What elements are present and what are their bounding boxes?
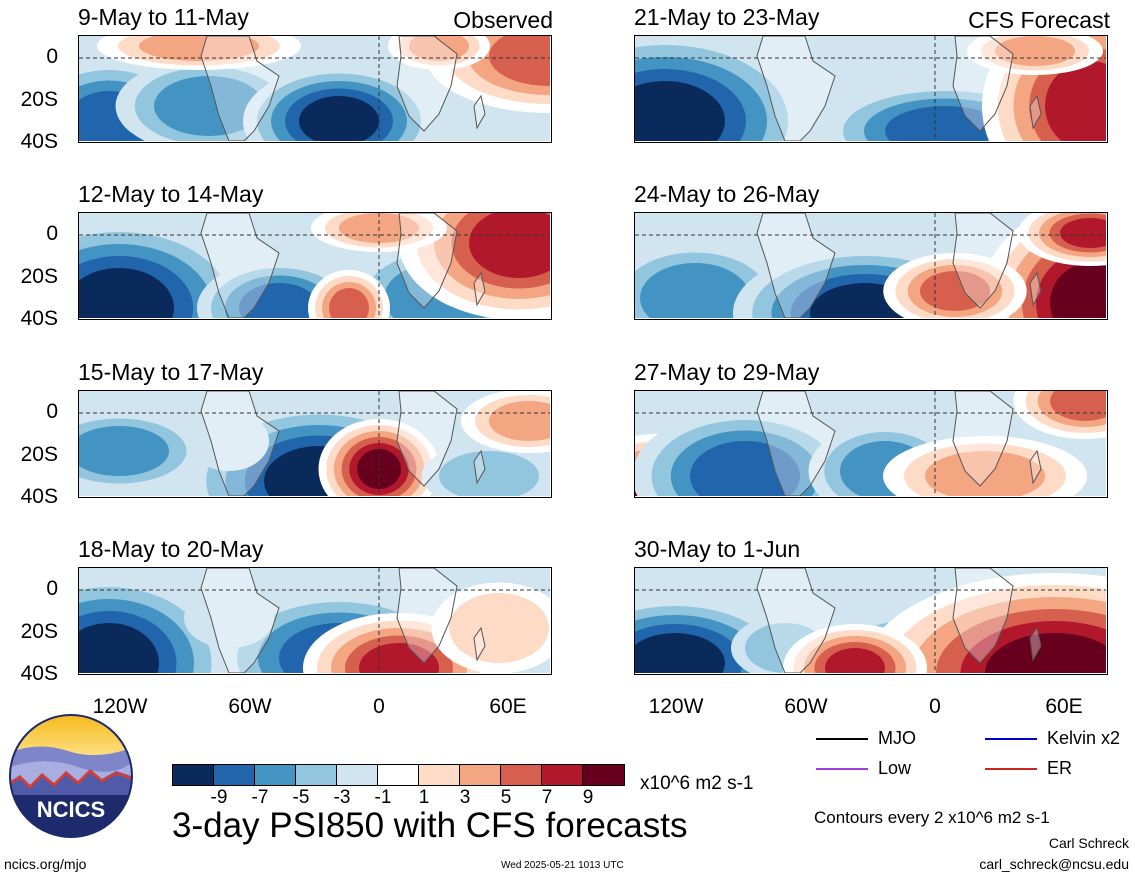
colorbar-swatch bbox=[378, 765, 419, 785]
legend-item-mjo: MJO bbox=[816, 728, 916, 749]
map-panel-4 bbox=[78, 567, 552, 675]
lon-label: 120W bbox=[648, 695, 704, 718]
psi850-field-map bbox=[79, 36, 550, 141]
panel-title: 27-May to 29-May bbox=[634, 359, 820, 385]
psi850-field-map bbox=[635, 213, 1106, 318]
legend-item-kelvin: Kelvin x2 bbox=[985, 728, 1120, 749]
lon-label: 60W bbox=[784, 695, 828, 718]
lat-label: 20S bbox=[20, 265, 58, 288]
lat-label: 40S bbox=[20, 662, 58, 685]
map-panel-8 bbox=[634, 567, 1108, 675]
colorbar-swatch bbox=[583, 765, 624, 785]
logo-text: NCICS bbox=[36, 797, 106, 822]
colorbar-swatch bbox=[296, 765, 337, 785]
panel-title: 21-May to 23-May bbox=[634, 4, 820, 30]
colorbar-swatch bbox=[460, 765, 501, 785]
colorbar-tick-label: 9 bbox=[582, 787, 594, 808]
legend-label: ER bbox=[1047, 758, 1073, 778]
map-panel-2 bbox=[78, 212, 552, 320]
colorbar-units: x10^6 m2 s-1 bbox=[640, 773, 754, 794]
colorbar-swatch bbox=[255, 765, 296, 785]
lon-label: 60W bbox=[228, 695, 272, 718]
lat-label: 20S bbox=[20, 620, 58, 643]
map-panel-1 bbox=[78, 35, 552, 143]
lat-label: 20S bbox=[20, 88, 58, 111]
legend-line bbox=[816, 767, 868, 770]
panel-title: 24-May to 26-May bbox=[634, 181, 820, 207]
map-panel-3 bbox=[78, 390, 552, 498]
lon-label: 60E bbox=[489, 695, 527, 718]
ncics-logo: NCICS bbox=[8, 713, 134, 839]
panel-title: 30-May to 1-Jun bbox=[634, 536, 801, 562]
website: ncics.org/mjo bbox=[4, 856, 87, 872]
author: Carl Schreck bbox=[1048, 835, 1129, 851]
lat-label: 40S bbox=[20, 130, 58, 153]
panel-title: 12-May to 14-May bbox=[78, 181, 264, 207]
colorbar-swatch bbox=[542, 765, 583, 785]
email: carl_schreck@ncsu.edu bbox=[979, 856, 1129, 872]
lon-label: 120W bbox=[92, 695, 148, 718]
panel-title: 18-May to 20-May bbox=[78, 536, 264, 562]
colorbar-tick-label: -9 bbox=[210, 787, 228, 808]
legend-item-low: Low bbox=[816, 758, 911, 779]
psi850-field-map bbox=[635, 568, 1106, 673]
timestamp: Wed 2025-05-21 1013 UTC bbox=[501, 860, 624, 871]
colorbar-tick-label: -7 bbox=[251, 787, 269, 808]
lat-label: 0 bbox=[46, 400, 58, 423]
colorbar-swatch bbox=[173, 765, 214, 785]
legend-label: Low bbox=[878, 758, 912, 778]
panel-title: 9-May to 11-May bbox=[78, 4, 249, 30]
panel-tag: Observed bbox=[453, 7, 553, 33]
panel-tag: CFS Forecast bbox=[968, 7, 1110, 33]
lat-label: 40S bbox=[20, 307, 58, 330]
legend-line bbox=[985, 767, 1037, 770]
psi850-field-map bbox=[79, 213, 550, 318]
colorbar-swatch bbox=[419, 765, 460, 785]
lon-label: 0 bbox=[373, 695, 385, 718]
lon-label: 60E bbox=[1045, 695, 1083, 718]
contour-note: Contours every 2 x10^6 m2 s-1 bbox=[814, 808, 1050, 827]
colorbar-swatch bbox=[214, 765, 255, 785]
colorbar bbox=[172, 764, 625, 786]
lon-label: 0 bbox=[929, 695, 941, 718]
map-panel-6 bbox=[634, 212, 1108, 320]
colorbar-tick-label: -1 bbox=[374, 787, 392, 808]
legend-label: Kelvin x2 bbox=[1047, 728, 1121, 748]
map-panel-7 bbox=[634, 390, 1108, 498]
legend-line bbox=[985, 737, 1037, 740]
colorbar-tick-label: 7 bbox=[541, 787, 553, 808]
colorbar-tick-label: -3 bbox=[333, 787, 351, 808]
psi850-field-map bbox=[635, 36, 1106, 141]
psi850-field-map bbox=[79, 568, 550, 673]
colorbar-tick-label: 5 bbox=[500, 787, 512, 808]
lat-label: 0 bbox=[46, 45, 58, 68]
colorbar-tick-label: -5 bbox=[292, 787, 310, 808]
legend-line bbox=[816, 737, 868, 740]
panel-title: 15-May to 17-May bbox=[78, 359, 264, 385]
lat-label: 0 bbox=[46, 222, 58, 245]
psi850-field-map bbox=[635, 391, 1106, 496]
map-panel-5 bbox=[634, 35, 1108, 143]
lat-label: 0 bbox=[46, 577, 58, 600]
colorbar-tick-label: 3 bbox=[459, 787, 471, 808]
colorbar-swatch bbox=[337, 765, 378, 785]
colorbar-tick-label: 1 bbox=[418, 787, 430, 808]
main-title: 3-day PSI850 with CFS forecasts bbox=[172, 806, 688, 845]
lat-label: 20S bbox=[20, 443, 58, 466]
lat-label: 40S bbox=[20, 485, 58, 508]
colorbar-swatch bbox=[501, 765, 542, 785]
legend-item-er: ER bbox=[985, 758, 1072, 779]
psi850-field-map bbox=[79, 391, 550, 496]
legend-label: MJO bbox=[878, 728, 916, 748]
